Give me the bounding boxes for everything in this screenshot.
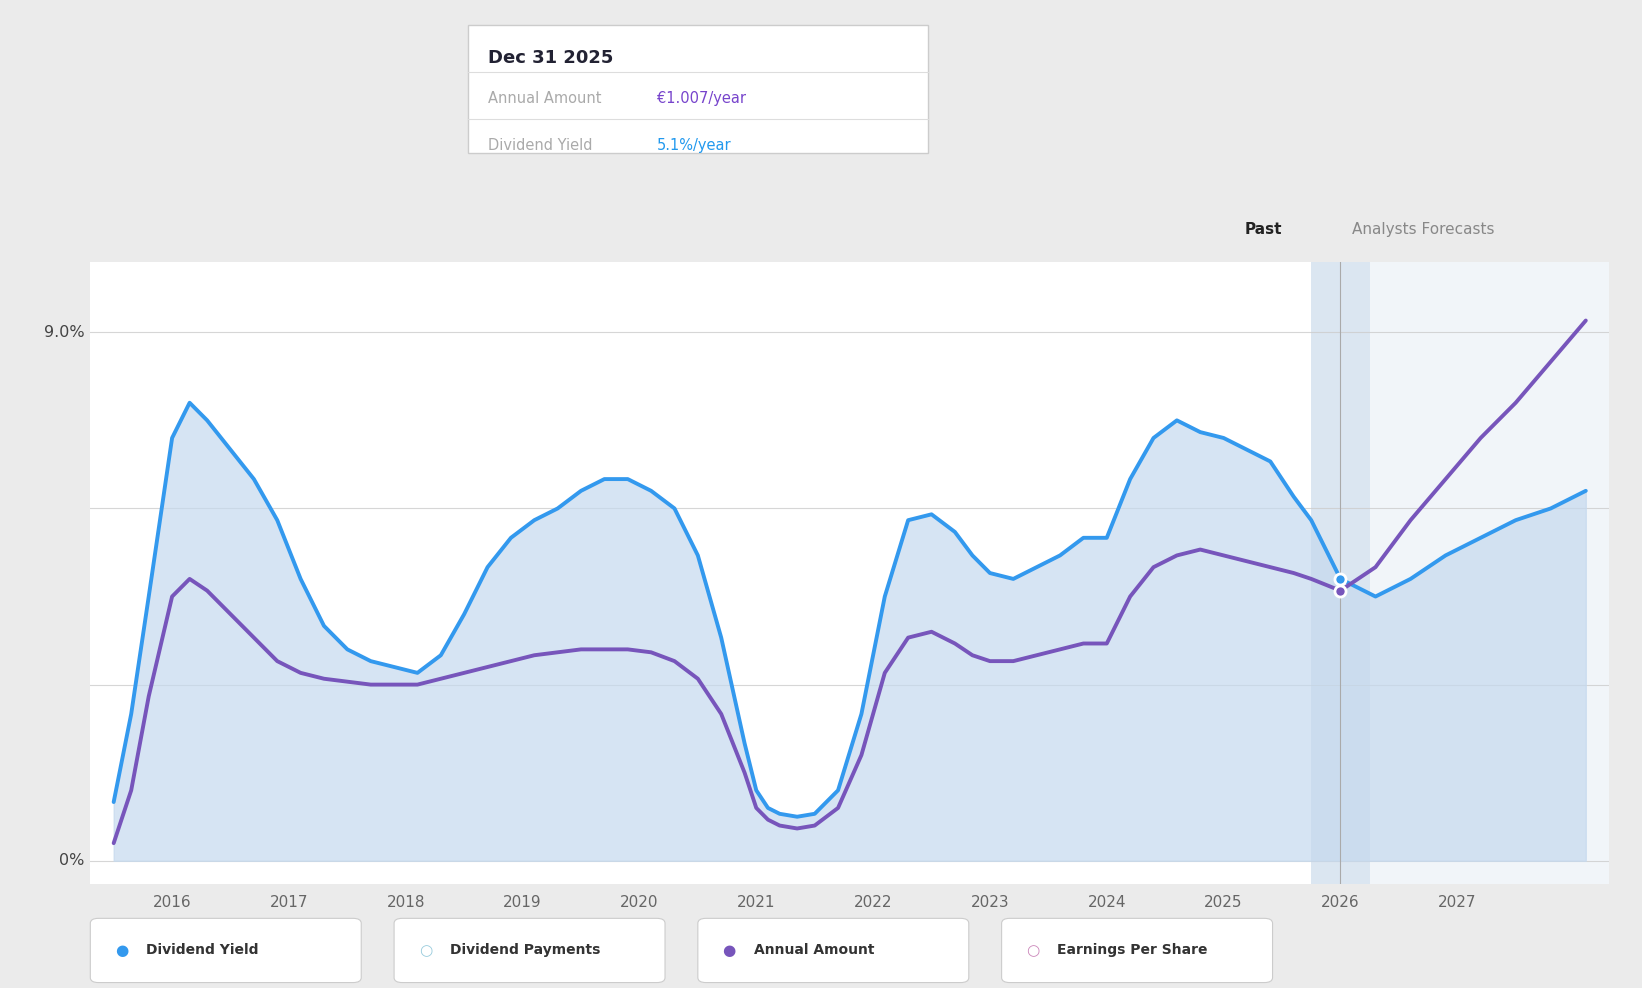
Text: 5.1%/year: 5.1%/year xyxy=(657,137,731,153)
Bar xyxy=(1369,262,1609,884)
Text: ○: ○ xyxy=(419,943,432,958)
Text: 0%: 0% xyxy=(59,854,84,868)
Text: Dividend Yield: Dividend Yield xyxy=(488,137,593,153)
Text: Analysts Forecasts: Analysts Forecasts xyxy=(1351,222,1494,237)
Text: ●: ● xyxy=(722,943,736,958)
Text: Annual Amount: Annual Amount xyxy=(488,91,601,107)
Text: Earnings Per Share: Earnings Per Share xyxy=(1057,944,1209,957)
Text: Annual Amount: Annual Amount xyxy=(754,944,874,957)
Text: Past: Past xyxy=(1245,222,1282,237)
Text: Dividend Yield: Dividend Yield xyxy=(146,944,259,957)
Text: €1.007/year: €1.007/year xyxy=(657,91,745,107)
Bar xyxy=(1312,262,1369,884)
Text: Dec 31 2025: Dec 31 2025 xyxy=(488,49,612,67)
Text: ●: ● xyxy=(115,943,128,958)
Text: Dividend Payments: Dividend Payments xyxy=(450,944,601,957)
Text: ○: ○ xyxy=(1026,943,1039,958)
Text: 9.0%: 9.0% xyxy=(44,325,84,340)
